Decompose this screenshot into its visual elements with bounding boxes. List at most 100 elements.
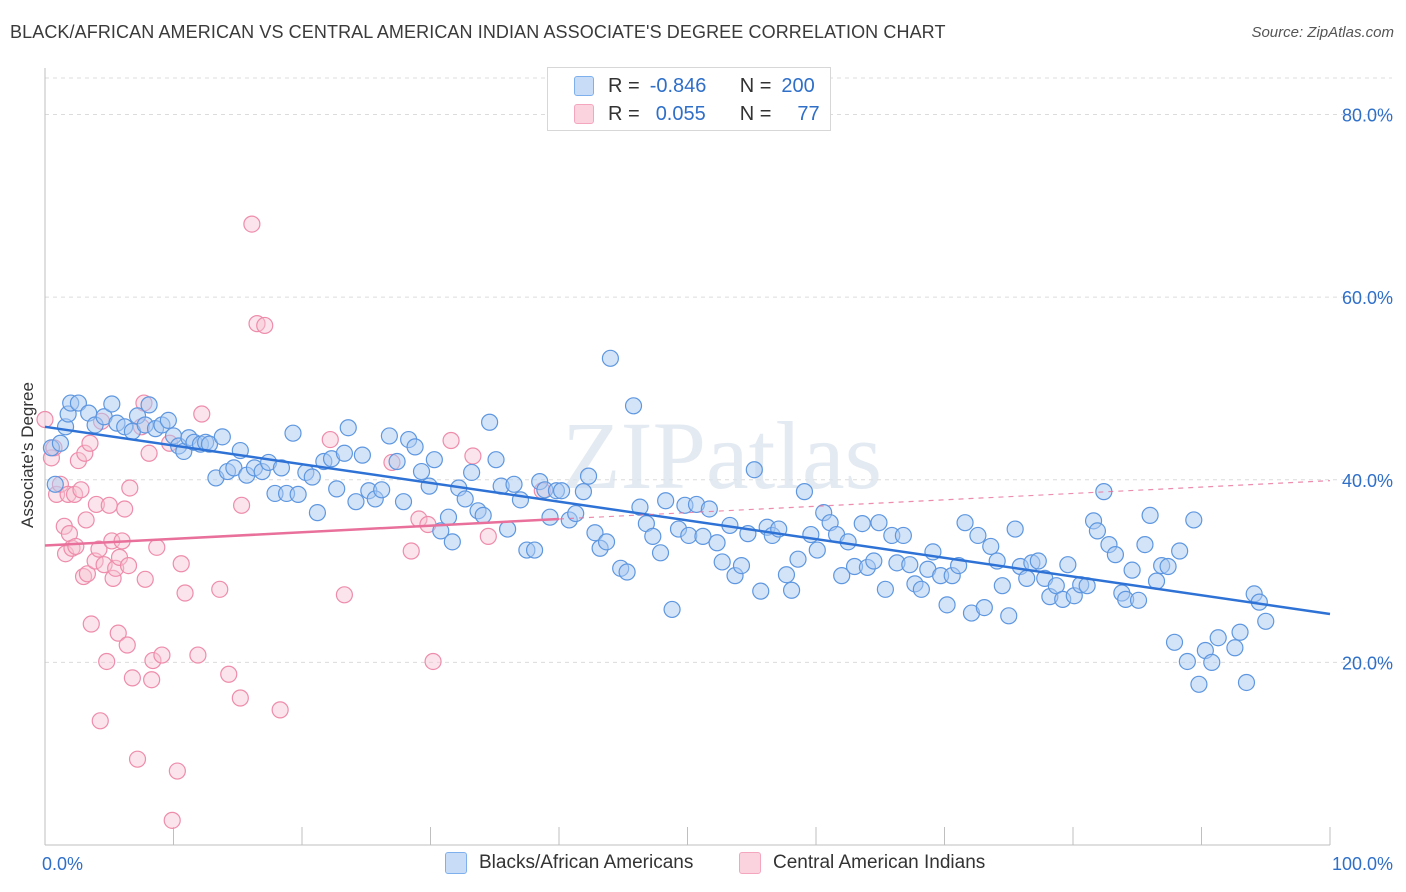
data-point-central-american (128, 750, 147, 768)
data-point-blacks (795, 483, 814, 501)
data-point-blacks (380, 427, 398, 445)
data-point-central-american (148, 538, 166, 556)
data-point-blacks (870, 514, 888, 532)
data-point-blacks (865, 552, 883, 570)
data-point-central-american (163, 811, 181, 829)
data-point-blacks (618, 563, 636, 581)
data-point-blacks (777, 566, 796, 584)
data-point-central-american (189, 646, 207, 664)
data-point-blacks (938, 596, 956, 614)
series-label-central-american: Central American Indians (773, 852, 986, 873)
data-point-blacks (657, 492, 675, 510)
data-point-central-american (81, 434, 99, 452)
data-point-blacks (1141, 506, 1159, 524)
data-point-central-american (109, 624, 127, 642)
data-point-blacks (969, 526, 987, 545)
data-point-central-american (118, 636, 136, 654)
data-point-central-american (36, 410, 54, 429)
data-point-blacks (474, 506, 492, 524)
data-point-blacks (745, 461, 763, 479)
y-tick-label: 20.0% (1342, 653, 1393, 673)
data-point-central-american (90, 540, 108, 558)
source-credit: Source: ZipAtlas.com (1251, 24, 1394, 41)
legend-r-value: 0.055 (655, 102, 706, 125)
data-point-blacks (993, 577, 1011, 595)
data-point-blacks (1123, 561, 1141, 579)
data-point-blacks (1203, 653, 1221, 671)
y-tick-label: 60.0% (1342, 288, 1393, 308)
data-point-central-american (153, 646, 171, 664)
legend-row-central-american: R = 0.055 N = 77 (548, 100, 820, 128)
data-point-central-american (402, 542, 420, 560)
data-point-blacks (1209, 629, 1227, 647)
data-point-blacks (1059, 556, 1077, 574)
data-point-blacks (140, 396, 158, 414)
data-point-blacks (853, 514, 871, 533)
data-point-blacks (213, 428, 231, 446)
data-point-central-american (424, 652, 442, 671)
data-point-blacks (456, 490, 474, 508)
legend-n-value: 200 (781, 74, 815, 97)
data-point-blacks (335, 444, 354, 462)
data-point-central-american (91, 712, 109, 730)
data-point-blacks (328, 480, 346, 498)
data-point-blacks (388, 452, 406, 471)
data-point-central-american (479, 527, 497, 545)
data-point-central-american (121, 479, 139, 497)
data-point-blacks (1257, 612, 1275, 630)
legend-r-label: R = (608, 102, 640, 125)
data-point-blacks (574, 483, 593, 501)
data-point-central-american (107, 559, 125, 577)
data-point-blacks (1159, 557, 1177, 576)
data-point-blacks (700, 500, 718, 518)
data-point-blacks (567, 504, 585, 523)
data-point-blacks (876, 580, 894, 598)
chart-title: BLACK/AFRICAN AMERICAN VS CENTRAL AMERIC… (10, 22, 946, 42)
data-point-central-american (231, 689, 249, 707)
data-point-blacks (1018, 569, 1036, 587)
data-point-central-american (123, 669, 141, 687)
data-point-blacks (505, 475, 523, 493)
data-point-blacks (1185, 511, 1203, 529)
data-point-central-american (193, 405, 211, 423)
data-point-blacks (833, 567, 851, 585)
data-point-blacks (901, 556, 919, 574)
data-point-blacks (1029, 552, 1047, 570)
data-point-blacks (912, 580, 930, 598)
data-point-blacks (1226, 639, 1244, 657)
data-point-central-american (136, 570, 154, 588)
x-tick-label: 100.0% (1332, 854, 1393, 874)
legend-n-value: 77 (797, 102, 820, 125)
data-point-central-american (72, 481, 90, 499)
data-point-blacks (601, 349, 620, 367)
data-point-blacks (1237, 673, 1256, 692)
series-legend-blacks: Blacks/African Americans (445, 852, 693, 874)
data-point-central-american (144, 651, 162, 670)
data-point-blacks (525, 541, 544, 559)
data-point-blacks (713, 553, 731, 571)
data-point-blacks (956, 514, 974, 532)
data-point-central-american (76, 444, 94, 462)
data-point-blacks (579, 467, 598, 485)
data-point-blacks (552, 482, 571, 500)
data-point-blacks (159, 411, 177, 430)
data-point-blacks (425, 451, 443, 469)
data-point-blacks (1178, 652, 1196, 671)
data-point-blacks (406, 438, 424, 456)
data-point-blacks (308, 504, 327, 522)
data-point-central-american (233, 496, 251, 514)
data-point-central-american (119, 556, 138, 575)
data-point-central-american (67, 537, 85, 556)
data-point-blacks (481, 413, 499, 431)
legend-r-label: R = (608, 74, 640, 97)
data-point-blacks (303, 468, 321, 486)
data-point-blacks (200, 435, 219, 453)
data-point-central-american (271, 701, 289, 719)
data-point-blacks (499, 520, 517, 538)
data-point-central-american (116, 500, 134, 518)
data-point-blacks (597, 533, 616, 551)
y-tick-label: 40.0% (1342, 471, 1393, 491)
data-point-blacks (432, 522, 450, 540)
data-point-blacks (541, 508, 559, 526)
